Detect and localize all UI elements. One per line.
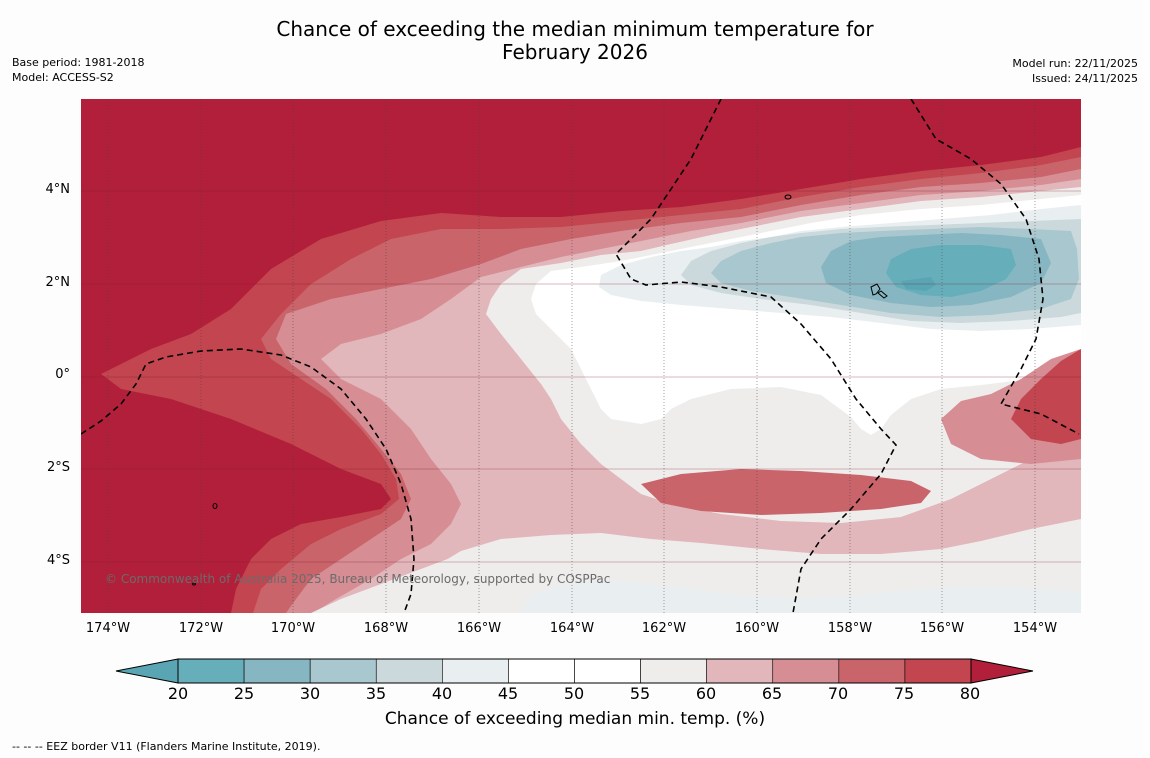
lon-label-156w: 156°W bbox=[919, 621, 965, 636]
tick-30: 30 bbox=[299, 684, 321, 703]
title-line-2: February 2026 bbox=[502, 40, 648, 64]
lon-label-158w: 158°W bbox=[827, 621, 873, 636]
tick-45: 45 bbox=[497, 684, 519, 703]
colorbar-segment bbox=[640, 658, 707, 684]
lon-label-166w: 166°W bbox=[456, 621, 502, 636]
tick-55: 55 bbox=[629, 684, 651, 703]
colorbar-high-arrow bbox=[970, 658, 1034, 684]
lat-grid-lines bbox=[81, 190, 1081, 563]
band-south-warm bbox=[641, 469, 931, 515]
lat-label-0: 0° bbox=[55, 367, 70, 382]
lon-label-154w: 154°W bbox=[1012, 621, 1058, 636]
tick-40: 40 bbox=[431, 684, 453, 703]
lon-label-164w: 164°W bbox=[549, 621, 595, 636]
tick-80: 80 bbox=[959, 684, 981, 703]
eez-borders bbox=[81, 99, 1080, 613]
lat-label-2n: 2°N bbox=[45, 275, 71, 290]
tick-75: 75 bbox=[893, 684, 915, 703]
copyright-text: © Commonwealth of Australia 2025, Bureau… bbox=[105, 572, 611, 586]
lat-label-4s: 4°S bbox=[46, 553, 70, 568]
tick-70: 70 bbox=[827, 684, 849, 703]
tick-25: 25 bbox=[233, 684, 255, 703]
forecast-map[interactable]: © Commonwealth of Australia 2025, Bureau… bbox=[81, 99, 1081, 613]
title-line-1: Chance of exceeding the median minimum t… bbox=[276, 17, 874, 41]
tick-65: 65 bbox=[761, 684, 783, 703]
model-name: Model: ACCESS-S2 bbox=[12, 71, 114, 84]
meta-right: Model run: 22/11/2025 Issued: 24/11/2025 bbox=[1012, 56, 1138, 86]
tick-50: 50 bbox=[563, 684, 585, 703]
band-south-cool bbox=[521, 581, 1081, 613]
colorbar-low-arrow bbox=[115, 658, 179, 684]
lon-label-160w: 160°W bbox=[734, 621, 780, 636]
issued-date: Issued: 24/11/2025 bbox=[1031, 72, 1138, 85]
colorbar-segment bbox=[904, 658, 972, 684]
lon-label-168w: 168°W bbox=[363, 621, 409, 636]
lon-label-172w: 172°W bbox=[178, 621, 224, 636]
tick-35: 35 bbox=[365, 684, 387, 703]
colorbar-segment bbox=[838, 658, 906, 684]
colorbar-segment bbox=[706, 658, 774, 684]
colorbar-segment bbox=[574, 658, 641, 684]
eez-footnote: -- -- -- EEZ border V11 (Flanders Marine… bbox=[12, 740, 321, 753]
lon-label-170w: 170°W bbox=[270, 621, 316, 636]
tick-60: 60 bbox=[695, 684, 717, 703]
lat-label-2s: 2°S bbox=[46, 460, 70, 475]
tick-20: 20 bbox=[167, 684, 189, 703]
colorbar-segment bbox=[508, 658, 575, 684]
colorbar bbox=[115, 658, 1034, 684]
lon-label-162w: 162°W bbox=[641, 621, 687, 636]
colorbar-segment bbox=[442, 658, 509, 684]
lat-label-4n: 4°N bbox=[45, 182, 71, 197]
colorbar-segments bbox=[177, 658, 972, 684]
colorbar-segment bbox=[375, 658, 443, 684]
meta-left: Base period: 1981-2018 Model: ACCESS-S2 bbox=[12, 55, 144, 85]
colorbar-frame bbox=[177, 658, 972, 684]
colorbar-segment bbox=[309, 658, 377, 684]
model-run: Model run: 22/11/2025 bbox=[1012, 57, 1138, 70]
colorbar-segment bbox=[243, 658, 311, 684]
chart-title: Chance of exceeding the median minimum t… bbox=[0, 18, 1150, 64]
map-canvas bbox=[81, 99, 1081, 613]
islands bbox=[192, 194, 888, 586]
legend-title: Chance of exceeding median min. temp. (%… bbox=[384, 709, 766, 729]
base-period: Base period: 1981-2018 bbox=[12, 56, 145, 69]
band-right-hot bbox=[1011, 349, 1081, 444]
colorbar-segment bbox=[772, 658, 840, 684]
colorbar-segment bbox=[177, 658, 245, 684]
lon-label-174w: 174°W bbox=[85, 621, 131, 636]
